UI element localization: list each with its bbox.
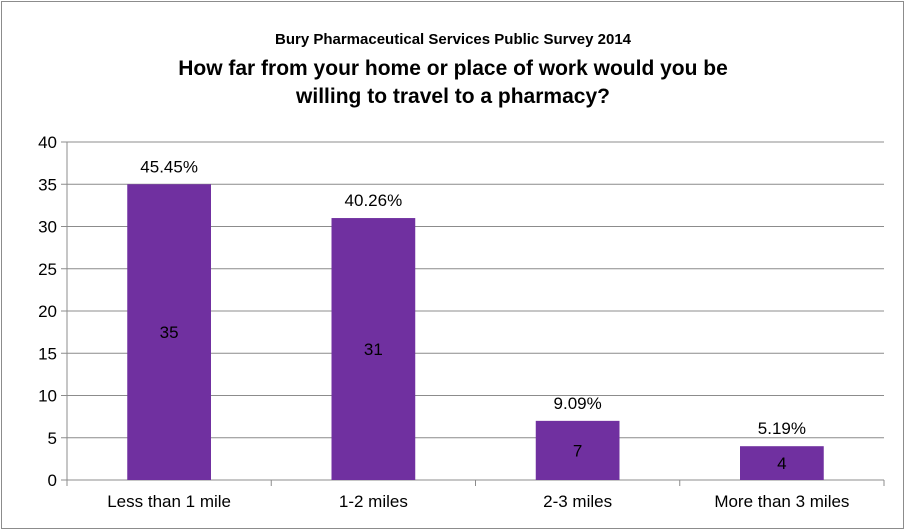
bar-value-label: 31 [364, 340, 383, 359]
bar-percent-label: 5.19% [758, 419, 806, 438]
y-tick-label: 5 [48, 429, 57, 448]
x-category-label: 1-2 miles [339, 492, 408, 511]
y-tick-label: 40 [38, 133, 57, 152]
plot-area: 0 5 10 15 20 25 30 35 40 35 45.45% Less than 1 mile… [38, 133, 885, 511]
y-tick-label: 25 [38, 260, 57, 279]
y-tick-label: 15 [38, 344, 57, 363]
bar-value-label: 7 [573, 441, 582, 460]
chart-subtitle-line-1: How far from your home or place of work … [178, 57, 728, 80]
bar-percent-label: 9.09% [554, 394, 602, 413]
y-tick-label: 35 [38, 175, 57, 194]
y-tick-label: 20 [38, 302, 57, 321]
y-tick-label: 30 [38, 218, 57, 237]
bar [331, 218, 416, 481]
bar [535, 420, 620, 480]
bar [740, 446, 824, 480]
y-tick-label: 10 [38, 387, 57, 406]
bar-percent-label: 40.26% [345, 191, 403, 210]
chart-subtitle-line-2: willing to travel to a pharmacy? [295, 85, 610, 108]
chart-title: Bury Pharmaceutical Services Public Surv… [275, 31, 632, 48]
x-category-label: 2-3 miles [543, 492, 612, 511]
y-tick-label: 0 [48, 471, 57, 490]
bar-value-label: 4 [777, 454, 786, 473]
x-category-label: More than 3 miles [714, 492, 849, 511]
bar-percent-label: 45.45% [140, 157, 198, 176]
x-category-label: Less than 1 mile [107, 492, 231, 511]
bar [127, 184, 211, 480]
bar-value-label: 35 [160, 323, 179, 342]
